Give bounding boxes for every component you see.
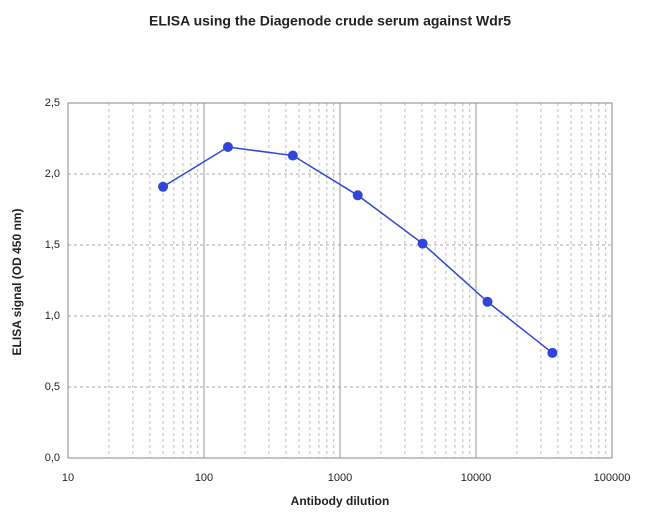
y-tick-label: 1,0 xyxy=(45,310,60,322)
y-tick-label: 0,0 xyxy=(45,452,60,464)
data-point xyxy=(158,181,169,192)
data-point xyxy=(352,190,363,201)
series-line xyxy=(162,146,553,354)
x-tick-label: 1000 xyxy=(328,472,352,484)
data-point xyxy=(482,296,493,307)
y-tick-label: 1,5 xyxy=(45,239,60,251)
x-tick-label: 10 xyxy=(62,472,74,484)
data-point xyxy=(417,238,428,249)
y-tick-label: 2,5 xyxy=(45,97,60,109)
plot-frame xyxy=(67,102,613,459)
y-axis-title: ELISA signal (OD 450 nm) xyxy=(10,209,24,356)
x-tick-label: 100000 xyxy=(594,472,631,484)
x-axis-title: Antibody dilution xyxy=(291,494,390,508)
data-point xyxy=(287,150,298,161)
x-tick-label: 100 xyxy=(195,472,213,484)
y-tick-label: 2,0 xyxy=(45,168,60,180)
y-tick-label: 0,5 xyxy=(45,381,60,393)
x-tick-label: 10000 xyxy=(461,472,492,484)
chart-title: ELISA using the Diagenode crude serum ag… xyxy=(149,13,511,29)
data-point xyxy=(222,142,233,153)
data-point xyxy=(547,347,558,358)
